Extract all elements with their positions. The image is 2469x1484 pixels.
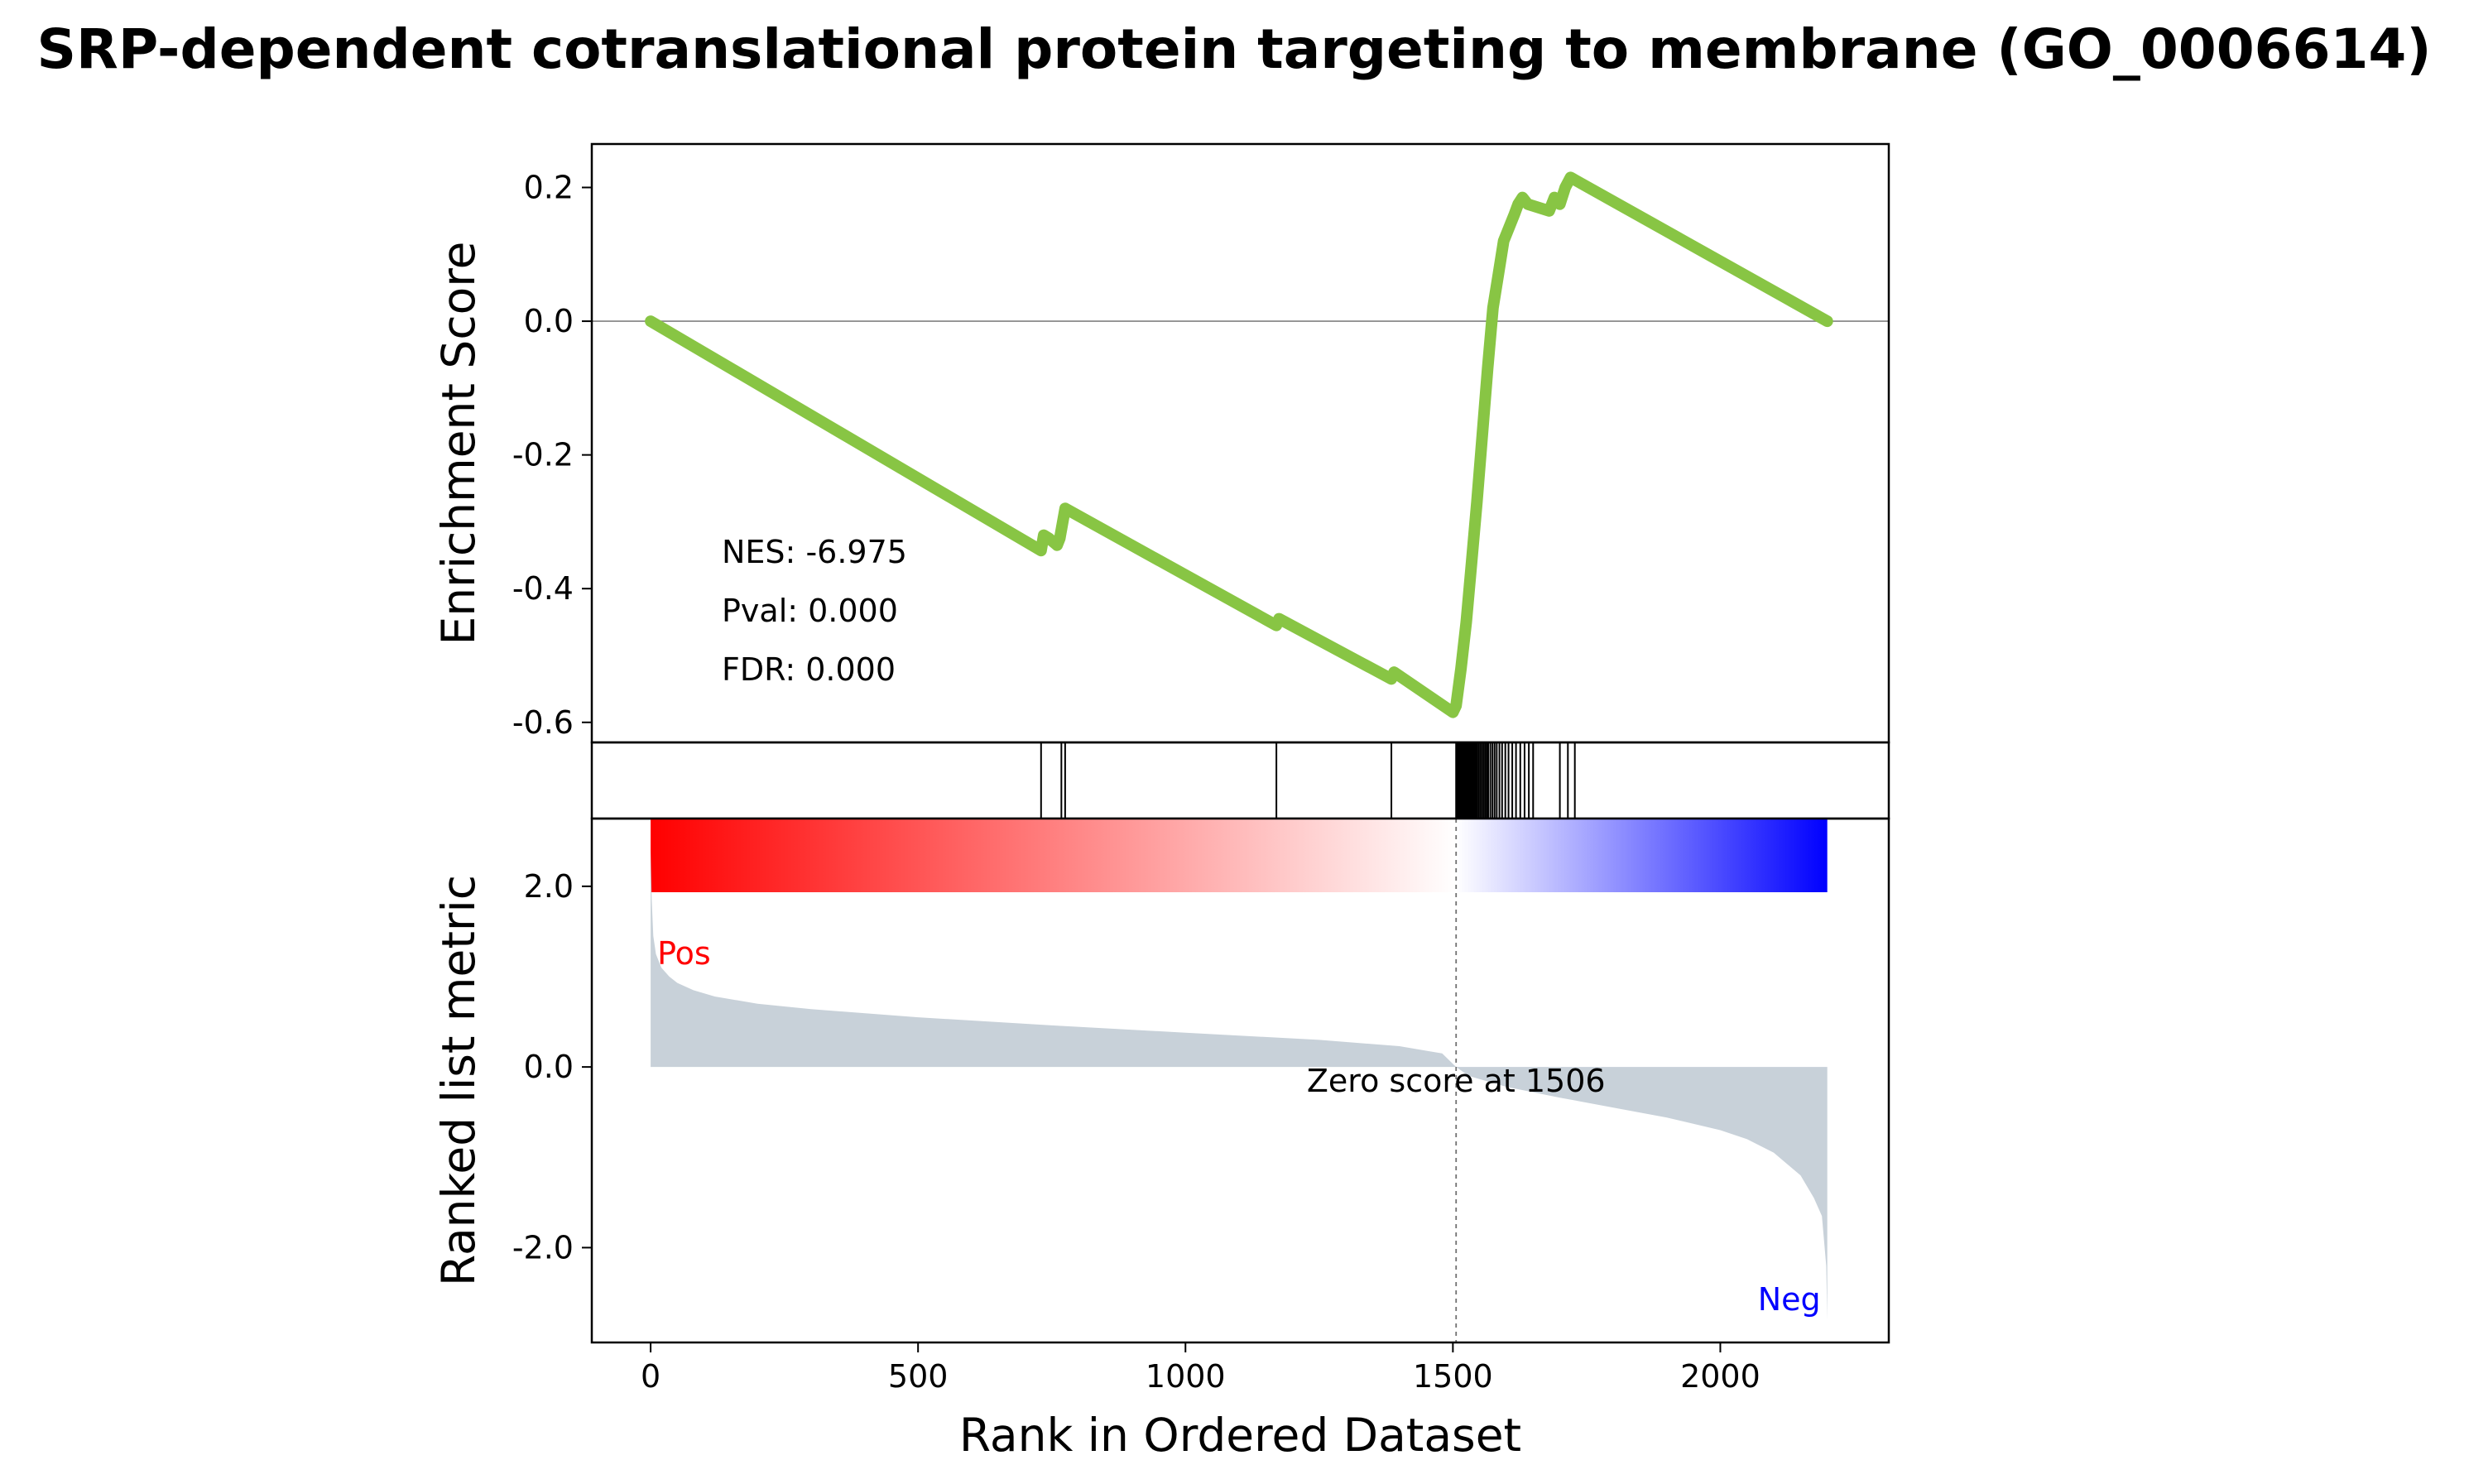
enrichment-panel: 0.2 0.0 -0.2 -0.4 -0.6 NES: -6.975 Pval: 0.000… <box>432 142 1890 744</box>
enrichment-ytick-label: 0.2 <box>524 170 574 206</box>
ranked-ytick-label: -2.0 <box>512 1229 574 1265</box>
ranked-xtick-label: 500 <box>888 1358 949 1395</box>
ranked-xtick-label: 0 <box>641 1358 660 1395</box>
enrichment-stat-2: FDR: 0.000 <box>722 651 896 688</box>
ranked-xtick-label: 1500 <box>1413 1358 1493 1395</box>
zero-score-label: Zero score at 1506 <box>1307 1063 1606 1099</box>
ranked-ytick-label: 0.0 <box>524 1049 574 1085</box>
enrichment-ytick-label: -0.6 <box>512 704 574 741</box>
ranked-panel: Zero score at 1506 Pos Neg 2.0 0.0 -2.0 0 500 10… <box>432 817 1890 1462</box>
ranked-frame <box>590 817 1890 1344</box>
neg-label: Neg <box>1758 1281 1821 1318</box>
ranked-metric-area <box>651 850 1828 1320</box>
enrichment-ylabel: Enrichment Score <box>432 242 485 646</box>
enrichment-ytick-label: -0.2 <box>512 437 574 473</box>
enrichment-stat-1: Pval: 0.000 <box>722 593 898 629</box>
rank-colorbar <box>651 819 1828 892</box>
enrichment-ytick-label: -0.4 <box>512 570 574 607</box>
chart-title: SRP-dependent cotranslational protein ta… <box>36 17 2431 81</box>
enrichment-ytick-label: 0.0 <box>524 303 574 339</box>
ranked-xlabel: Rank in Ordered Dataset <box>959 1409 1521 1462</box>
hits-frame <box>590 741 1890 820</box>
ranked-ylabel: Ranked list metric <box>432 875 485 1286</box>
ranked-ytick-label: 2.0 <box>524 868 574 905</box>
ranked-xtick-label: 1000 <box>1146 1358 1226 1395</box>
enrichment-stat-0: NES: -6.975 <box>722 534 907 570</box>
hits-panel <box>590 741 1890 820</box>
enrichment-score-line <box>645 171 1833 718</box>
ranked-xtick-label: 2000 <box>1680 1358 1760 1395</box>
pos-label: Pos <box>657 935 711 972</box>
